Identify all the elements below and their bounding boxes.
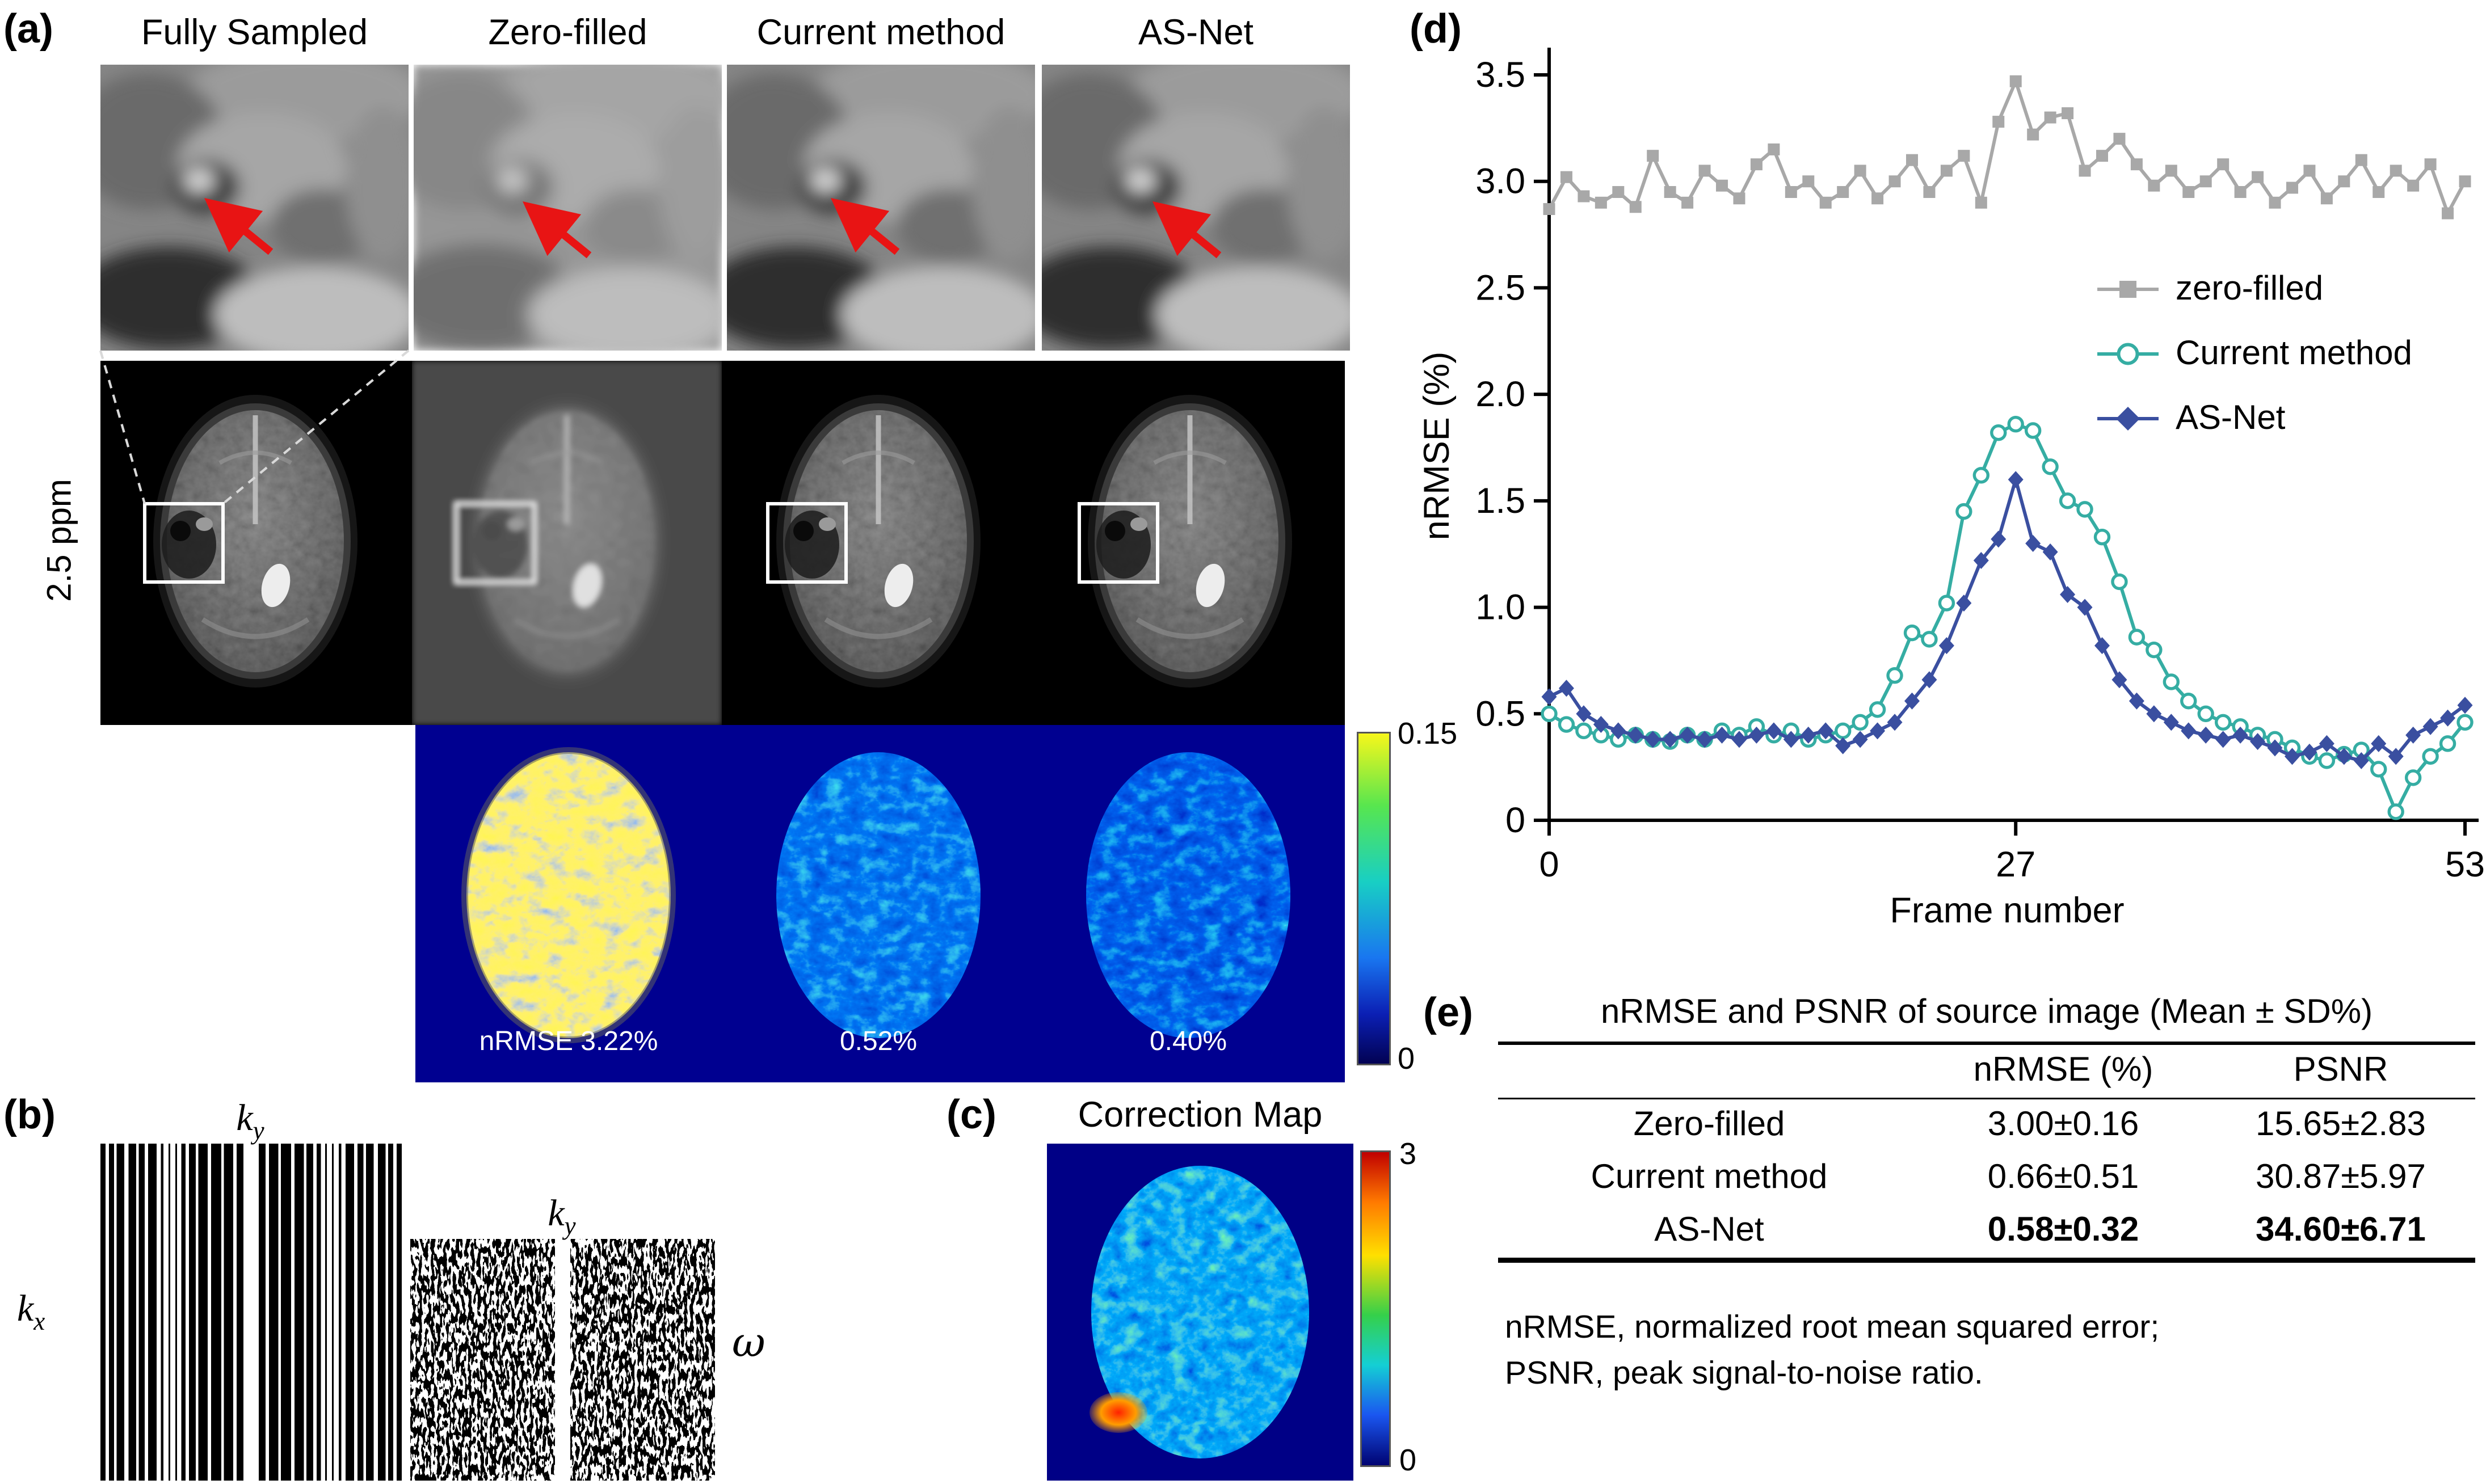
- red-arrow-icon: [204, 197, 274, 255]
- chart-legend: zero-filled Current method AS-Net: [2094, 257, 2412, 451]
- k-sub: y: [253, 1119, 264, 1146]
- header-nrmse: nRMSE (%): [1973, 1052, 2153, 1089]
- method-title-current-method: Current method: [756, 14, 1006, 53]
- k-base: k: [548, 1191, 565, 1234]
- method-title-zero-filled: Zero-filled: [488, 14, 647, 53]
- nrmse-chart: 0 0.5 1.0 1.5 2.0 2.5 3.0 3.5 0 27 53 Frame number…: [1410, 0, 2486, 953]
- kspace-stripe-block-2: [259, 1144, 402, 1481]
- legend-label: Current method: [2176, 334, 2412, 372]
- row-label: Current method: [1591, 1159, 1828, 1196]
- legend-marker-square-icon: [2097, 281, 2159, 298]
- brain-current-method: [723, 361, 1033, 725]
- svg-text:0.5: 0.5: [1475, 694, 1525, 733]
- k-sub: y: [564, 1214, 576, 1242]
- legend-marker-diamond-icon: [2097, 407, 2159, 431]
- correction-map: [1047, 1144, 1353, 1481]
- inset-as-net: [1042, 65, 1350, 351]
- ky-label-left: ky: [165, 1096, 335, 1148]
- psnr-value: 15.65±2.83: [2256, 1106, 2426, 1144]
- kx-label: kx: [17, 1287, 45, 1338]
- panel-a-label: (a): [3, 7, 54, 53]
- k-sub: x: [33, 1309, 45, 1337]
- error-map-current-method: [776, 752, 981, 1038]
- method-title-as-net: AS-Net: [1138, 14, 1254, 53]
- brain-fully-sampled: [100, 361, 410, 725]
- inset-fully-sampled: [100, 65, 409, 351]
- correction-colorbar: [1360, 1150, 1391, 1467]
- legend-label: AS-Net: [2176, 399, 2286, 437]
- correction-map-title: Correction Map: [1078, 1096, 1323, 1135]
- results-table: nRMSE (%) PSNR Zero-filled 3.00±0.16 15.…: [1498, 1042, 2475, 1263]
- ppm-row-label: 2.5 ppm: [41, 479, 79, 602]
- error-map-as-net: [1086, 752, 1290, 1038]
- error-map-zero-filled: [461, 747, 676, 1043]
- k-base: k: [236, 1096, 253, 1139]
- svg-text:27: 27: [1996, 845, 2035, 884]
- table-row: Current method 0.66±0.51 30.87±5.97: [1498, 1152, 2475, 1205]
- kspace-stripe-block-1: [100, 1144, 243, 1481]
- red-arrow-icon: [831, 197, 900, 255]
- kspace-dither-block-1: [410, 1239, 555, 1481]
- error-colorbar-min: 0: [1398, 1042, 1415, 1076]
- error-label-as-net: 0.40%: [1149, 1028, 1227, 1057]
- red-arrow-icon: [1152, 201, 1222, 259]
- hot-spot: [1090, 1392, 1147, 1433]
- svg-text:2.5: 2.5: [1475, 268, 1525, 307]
- panel-d-label: (d): [1410, 7, 1462, 53]
- psnr-value: 34.60±6.71: [2256, 1212, 2426, 1249]
- omega-label: ω: [732, 1319, 765, 1367]
- table-title: nRMSE and PSNR of source image (Mean ± S…: [1600, 994, 2373, 1031]
- header-psnr: PSNR: [2293, 1052, 2388, 1089]
- table-header-row: nRMSE (%) PSNR: [1498, 1043, 2475, 1099]
- footnote-line: PSNR, peak signal-to-noise ratio.: [1505, 1355, 1983, 1392]
- row-label: AS-Net: [1654, 1212, 1764, 1249]
- legend-item-as-net: AS-Net: [2094, 386, 2412, 451]
- svg-text:3.0: 3.0: [1475, 162, 1525, 201]
- table-row: Zero-filled 3.00±0.16 15.65±2.83: [1498, 1099, 2475, 1153]
- svg-text:2.0: 2.0: [1475, 374, 1525, 414]
- svg-text:1.0: 1.0: [1475, 588, 1525, 627]
- svg-text:0: 0: [1505, 800, 1525, 840]
- error-label-current-method: 0.52%: [839, 1028, 918, 1057]
- panel-e-label: (e): [1423, 990, 1474, 1036]
- inset-zero-filled: [414, 65, 722, 351]
- nrmse-value: 0.58±0.32: [1987, 1212, 2139, 1249]
- svg-text:1.5: 1.5: [1475, 481, 1525, 521]
- red-arrow-icon: [523, 201, 592, 259]
- header-blank: [1498, 1043, 1920, 1099]
- panel-c-label: (c): [947, 1093, 997, 1139]
- panel-b-label: (b): [3, 1093, 56, 1139]
- chart-plot-area: 0 0.5 1.0 1.5 2.0 2.5 3.0 3.5 0 27 53: [1475, 48, 2485, 884]
- correction-colorbar-min: 0: [1399, 1443, 1417, 1477]
- error-colorbar-max: 0.15: [1398, 716, 1458, 751]
- svg-text:3.5: 3.5: [1475, 55, 1525, 95]
- row-label: Zero-filled: [1633, 1106, 1785, 1144]
- error-label-zero-filled: nRMSE 3.22%: [479, 1028, 658, 1057]
- inset-current-method: [727, 65, 1035, 351]
- legend-label: zero-filled: [2176, 269, 2324, 307]
- ky-label-right: ky: [477, 1191, 647, 1243]
- error-colorbar: [1357, 732, 1391, 1065]
- table-row: AS-Net 0.58±0.32 34.60±6.71: [1498, 1205, 2475, 1260]
- svg-text:53: 53: [2445, 845, 2485, 884]
- svg-text:0: 0: [1539, 845, 1559, 884]
- footnote-line: nRMSE, normalized root mean squared erro…: [1505, 1310, 2160, 1346]
- psnr-value: 30.87±5.97: [2256, 1159, 2426, 1196]
- method-title-fully-sampled: Fully Sampled: [141, 14, 368, 53]
- chart-x-axis-label: Frame number: [1890, 892, 2125, 931]
- legend-marker-circle-icon: [2097, 343, 2159, 365]
- nrmse-value: 3.00±0.16: [1987, 1106, 2139, 1144]
- kspace-dither-block-2: [570, 1239, 715, 1481]
- k-base: k: [17, 1287, 34, 1329]
- nrmse-value: 0.66±0.51: [1987, 1159, 2139, 1196]
- legend-item-zero-filled: zero-filled: [2094, 257, 2412, 322]
- brain-as-net: [1035, 361, 1345, 725]
- brain-zero-filled: [412, 361, 722, 725]
- legend-item-current-method: Current method: [2094, 322, 2412, 386]
- correction-colorbar-max: 3: [1399, 1137, 1417, 1171]
- table-footnote: nRMSE, normalized root mean squared erro…: [1505, 1307, 2475, 1398]
